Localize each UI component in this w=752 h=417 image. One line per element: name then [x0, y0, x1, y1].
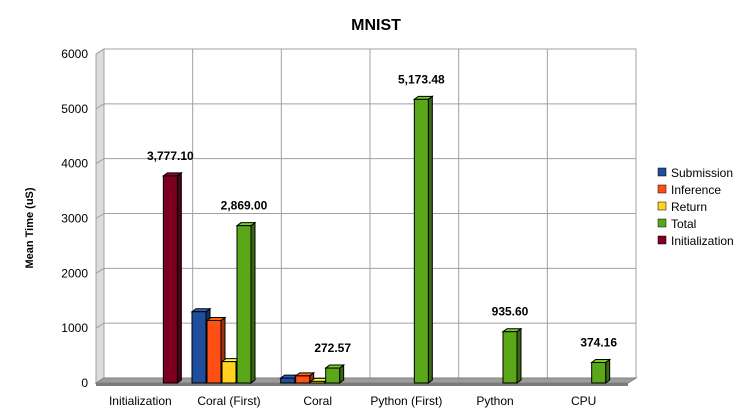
bar-side — [605, 358, 611, 384]
bar-front — [206, 319, 222, 384]
legend-label: Initialization — [671, 234, 734, 248]
bar-front — [591, 361, 607, 384]
y-tick-label: 4000 — [61, 157, 88, 171]
bar-initialization-initialization — [161, 171, 183, 384]
legend-swatch — [657, 184, 667, 194]
y-gridline-side — [95, 48, 105, 55]
y-tick-label: 1000 — [61, 321, 88, 335]
y-tick-label: 2000 — [61, 266, 88, 280]
bar-front — [325, 367, 341, 384]
bar-front — [191, 311, 207, 384]
bar-total-coral — [324, 364, 346, 384]
y-gridline-side — [95, 103, 105, 110]
y-gridline-side — [95, 322, 105, 329]
bar-front — [295, 375, 311, 384]
legend-label: Inference — [671, 183, 721, 197]
y-gridline-side — [95, 213, 105, 219]
plot-area: 0 1000 2000 3000 4000 5000 6000 3,777.10 2,869.0… — [61, 47, 638, 408]
y-tick-label: 3000 — [61, 212, 88, 226]
data-label: 374.16 — [580, 335, 617, 349]
y-tick-label: 5000 — [61, 102, 88, 116]
legend: Submission Inference Return Total Initializa… — [657, 166, 734, 248]
data-label: 2,869.00 — [221, 199, 268, 213]
bar-side — [427, 95, 433, 384]
chart-title: MNIST — [351, 17, 401, 34]
bar-front — [413, 98, 429, 384]
bar-front — [502, 331, 518, 384]
bar-side — [176, 171, 182, 384]
bar-total-cpu — [590, 358, 612, 384]
data-label: 272.57 — [314, 341, 351, 355]
data-label: 5,173.48 — [398, 72, 445, 86]
legend-label: Submission — [671, 166, 733, 180]
bar-total-python — [501, 327, 523, 384]
bar-front — [310, 380, 326, 384]
y-tick-label: 0 — [81, 376, 88, 390]
legend-swatch — [657, 167, 667, 177]
y-axis-label: Mean Time (uS) — [24, 187, 36, 268]
x-tick-label: Coral (First) — [197, 394, 260, 408]
legend-label: Return — [671, 200, 707, 214]
legend-swatch — [657, 235, 667, 245]
data-label: 3,777.10 — [147, 149, 194, 163]
data-label: 935.60 — [492, 305, 529, 319]
bar-front — [236, 225, 252, 384]
bar-side — [516, 327, 522, 384]
bar-front — [162, 175, 178, 384]
y-gridline-side — [95, 158, 105, 165]
x-tick-label: CPU — [571, 394, 596, 408]
x-tick-label: Python — [476, 394, 513, 408]
legend-swatch — [657, 218, 667, 228]
x-tick-label: Initialization — [109, 394, 172, 408]
x-tick-label: Python (First) — [370, 394, 442, 408]
plot-floor-edge — [96, 383, 628, 386]
y-gridline-side — [95, 267, 105, 274]
y-tick-label: 6000 — [61, 47, 88, 61]
bar-side — [250, 221, 256, 384]
legend-label: Total — [671, 217, 696, 231]
x-tick-label: Coral — [303, 394, 332, 408]
bar-front — [221, 361, 237, 384]
bar-total-python-first- — [412, 95, 434, 384]
legend-swatch — [657, 201, 667, 211]
bar-total-coral-first- — [235, 221, 257, 384]
bar-front — [280, 377, 296, 384]
